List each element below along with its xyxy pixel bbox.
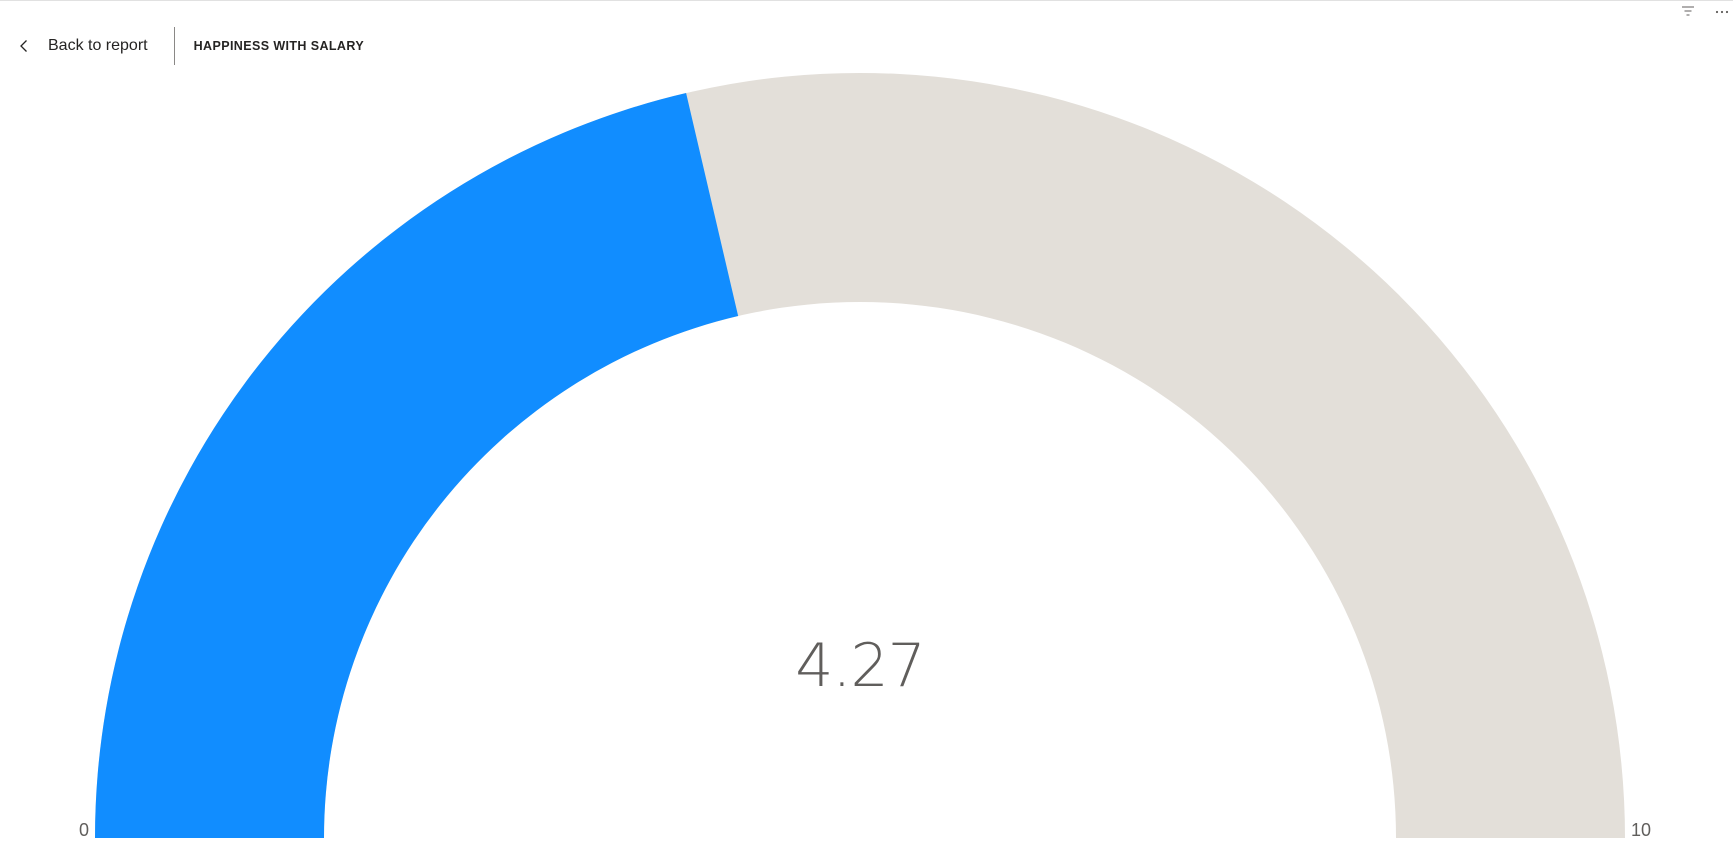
filter-button[interactable] xyxy=(1677,2,1699,20)
focus-mode-header: Back to report HAPPINESS WITH SALARY xyxy=(0,24,364,68)
more-options-icon xyxy=(1715,10,1729,14)
back-to-report-button[interactable]: Back to report xyxy=(0,24,174,68)
gauge-value-label: 4.27 xyxy=(795,631,925,701)
visual-title: HAPPINESS WITH SALARY xyxy=(193,39,365,53)
gauge-fill[interactable] xyxy=(95,93,739,839)
back-to-report-label: Back to report xyxy=(48,37,148,54)
more-options-button[interactable] xyxy=(1711,2,1733,20)
top-border xyxy=(0,0,1733,1)
chevron-left-icon xyxy=(20,40,27,52)
header-divider xyxy=(173,27,175,65)
gauge-min-label: 0 xyxy=(79,820,89,840)
filter-icon xyxy=(1682,6,1694,16)
gauge-max-label: 10 xyxy=(1631,820,1651,840)
visual-header-icons xyxy=(1665,2,1733,20)
